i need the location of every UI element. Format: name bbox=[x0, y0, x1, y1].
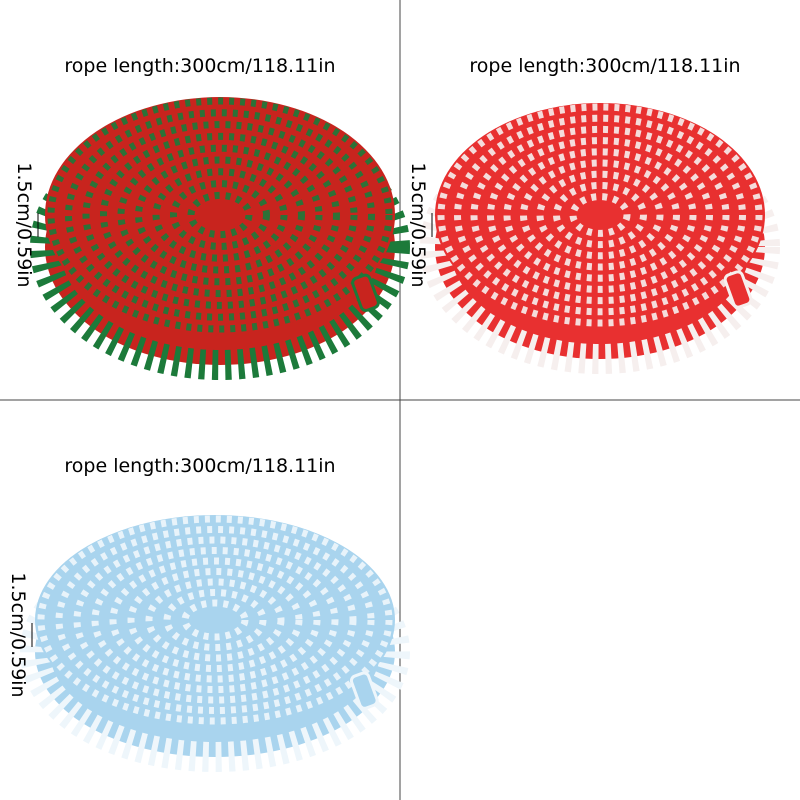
labels: rope length:300cm/118.11in 1.5cm/0.59in ro… bbox=[7, 55, 741, 698]
coil-ring bbox=[470, 125, 730, 305]
coil-ring bbox=[117, 144, 323, 286]
coil-ring bbox=[109, 557, 321, 683]
coil-ring bbox=[187, 191, 253, 239]
rope-end bbox=[723, 270, 753, 309]
rope-coil bbox=[420, 103, 780, 374]
coil-ring bbox=[145, 578, 285, 662]
coil-ring bbox=[82, 121, 358, 309]
coil-top bbox=[435, 103, 765, 327]
coil-ring bbox=[152, 168, 288, 262]
coil-ring bbox=[163, 589, 267, 651]
coil-ring bbox=[127, 568, 303, 672]
coil-ring bbox=[454, 114, 746, 316]
coil-ring bbox=[487, 137, 713, 293]
rope-length-label: rope length:300cm/118.11in bbox=[64, 55, 335, 77]
coil-ring bbox=[47, 97, 393, 333]
coil-top bbox=[45, 97, 395, 333]
coils bbox=[20, 97, 780, 772]
coil-ring bbox=[503, 148, 697, 282]
coil-ring bbox=[135, 156, 305, 274]
coil-ring bbox=[65, 109, 375, 321]
coil-side-stripes bbox=[30, 114, 410, 380]
coil-ring bbox=[553, 181, 647, 249]
rope-length-label: rope length:300cm/118.11in bbox=[469, 55, 740, 77]
coil-ring bbox=[181, 599, 249, 641]
coil-ring bbox=[520, 159, 680, 271]
rope-coil bbox=[30, 97, 410, 380]
coil-ring bbox=[55, 526, 375, 714]
coil-ring bbox=[437, 103, 763, 327]
coil-ring bbox=[100, 132, 340, 298]
coil-ring bbox=[569, 193, 631, 237]
coil-ring bbox=[73, 536, 357, 704]
rope-length-label: rope length:300cm/118.11in bbox=[64, 455, 335, 477]
rope-end bbox=[349, 671, 379, 710]
rope-width-label: 1.5cm/0.59in bbox=[7, 572, 29, 697]
rope-width-label: 1.5cm/0.59in bbox=[13, 162, 35, 287]
rope-coil bbox=[20, 515, 410, 772]
coil-ring bbox=[170, 180, 270, 250]
coil-top bbox=[35, 515, 395, 725]
coil-side-stripes bbox=[420, 120, 780, 374]
rope-width-label: 1.5cm/0.59in bbox=[407, 162, 429, 287]
rope-end bbox=[351, 273, 380, 312]
coil-ring bbox=[536, 170, 664, 260]
coil-ring bbox=[37, 515, 393, 725]
coil-ring bbox=[91, 547, 339, 693]
coil-side-stripes bbox=[20, 532, 410, 772]
